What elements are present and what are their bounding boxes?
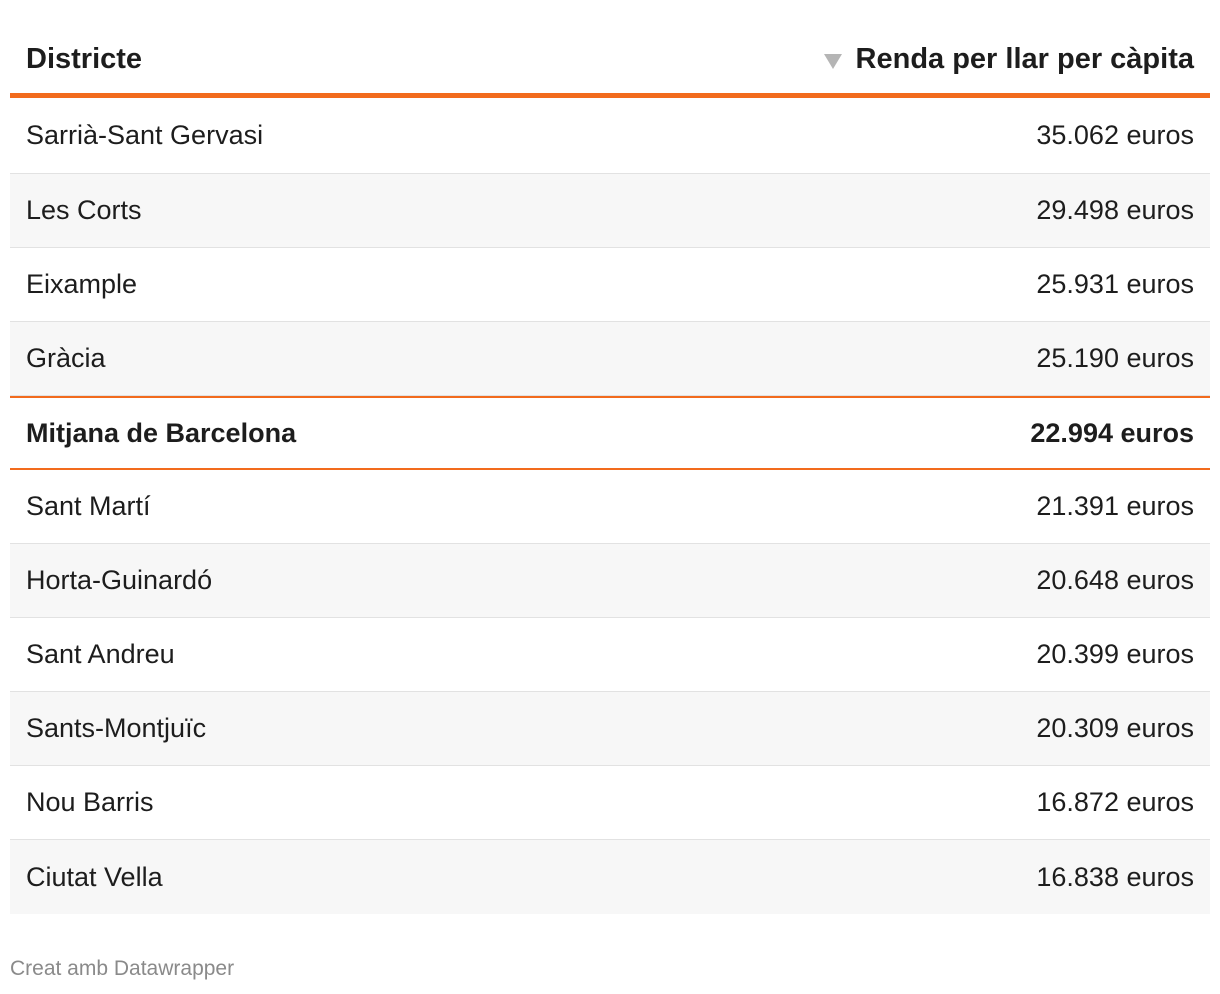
table-row: Sarrià-Sant Gervasi 35.062 euros bbox=[10, 98, 1210, 174]
table-row: Gràcia 25.190 euros bbox=[10, 322, 1210, 396]
district-name: Sant Andreu bbox=[26, 639, 175, 669]
income-value: 35.062 euros bbox=[1036, 120, 1194, 150]
district-name: Les Corts bbox=[26, 195, 142, 225]
district-name: Eixample bbox=[26, 269, 138, 299]
column-header-income[interactable]: Renda per llar per càpita bbox=[823, 43, 1210, 76]
table-row: Sant Andreu 20.399 euros bbox=[10, 618, 1210, 692]
income-value: 25.931 euros bbox=[1036, 269, 1194, 299]
table-row: Ciutat Vella 16.838 euros bbox=[10, 840, 1210, 914]
income-value: 20.648 euros bbox=[1036, 565, 1194, 595]
district-name: Sarrià-Sant Gervasi bbox=[26, 120, 264, 150]
income-value: 20.309 euros bbox=[1036, 713, 1194, 743]
table-header: Districte Renda per llar per càpita bbox=[10, 26, 1210, 98]
district-name: Sants-Montjuïc bbox=[26, 713, 207, 743]
table-body: Sarrià-Sant Gervasi 35.062 euros Les Corts… bbox=[10, 98, 1210, 914]
income-value: 21.391 euros bbox=[1036, 491, 1194, 521]
income-value: 29.498 euros bbox=[1036, 195, 1194, 225]
data-table: Districte Renda per llar per càpita Sarr… bbox=[10, 26, 1210, 914]
table-row: Les Corts 29.498 euros bbox=[10, 174, 1210, 248]
income-value: 25.190 euros bbox=[1036, 343, 1194, 373]
district-name: Nou Barris bbox=[26, 787, 154, 817]
district-name: Mitjana de Barcelona bbox=[26, 417, 297, 448]
district-name: Gràcia bbox=[26, 343, 106, 373]
table-row: Sant Martí 21.391 euros bbox=[10, 470, 1210, 544]
sort-descending-icon[interactable] bbox=[823, 54, 842, 69]
table-row: Horta-Guinardó 20.648 euros bbox=[10, 544, 1210, 618]
column-header-district[interactable]: Districte bbox=[26, 43, 143, 75]
district-name: Ciutat Vella bbox=[26, 861, 163, 892]
table-row: Nou Barris 16.872 euros bbox=[10, 766, 1210, 840]
district-name: Sant Martí bbox=[26, 491, 151, 521]
income-value: 20.399 euros bbox=[1036, 639, 1194, 669]
income-value: 16.838 euros bbox=[1036, 861, 1194, 892]
income-value: 16.872 euros bbox=[1036, 787, 1194, 817]
table-row: Sants-Montjuïc 20.309 euros bbox=[10, 692, 1210, 766]
column-header-income-label: Renda per llar per càpita bbox=[855, 43, 1194, 75]
footer-credit: Creat amb Datawrapper bbox=[10, 957, 235, 980]
table-row-average: Mitjana de Barcelona 22.994 euros bbox=[10, 396, 1210, 470]
table-row: Eixample 25.931 euros bbox=[10, 248, 1210, 322]
income-value: 22.994 euros bbox=[1030, 417, 1194, 448]
district-name: Horta-Guinardó bbox=[26, 565, 213, 595]
